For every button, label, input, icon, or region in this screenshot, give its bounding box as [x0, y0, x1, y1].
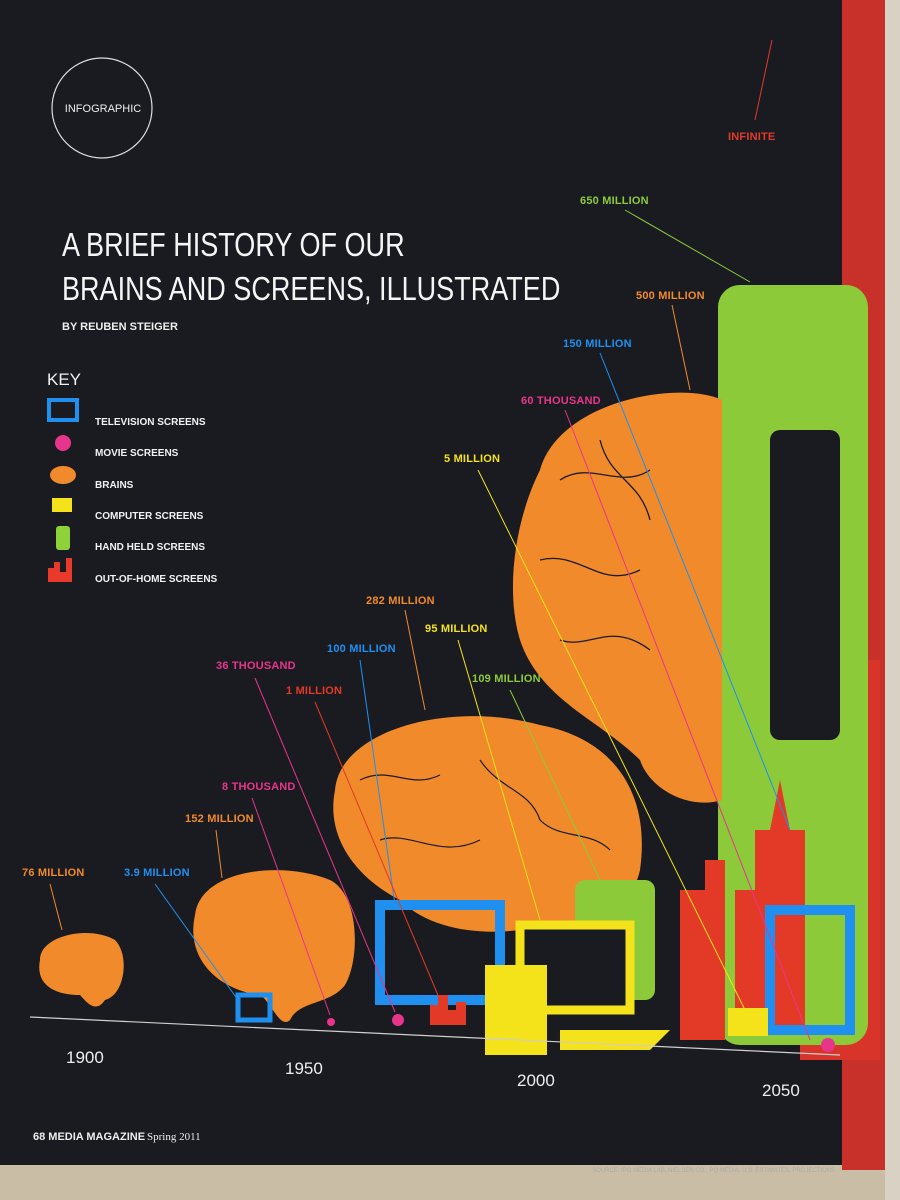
- value-label: 650 MILLION: [580, 195, 649, 207]
- brain-medium: [333, 716, 642, 932]
- byline: BY REUBEN STEIGER: [62, 321, 178, 333]
- value-label: 150 MILLION: [563, 338, 632, 350]
- baseline: [29, 1016, 841, 1056]
- value-label: 152 MILLION: [185, 813, 254, 825]
- key-item: HAND HELD SCREENS: [95, 542, 205, 553]
- key-title: KEY: [47, 370, 81, 389]
- title-line: A BRIEF HISTORY OF OUR: [62, 228, 405, 264]
- paper-edge: [0, 1165, 900, 1200]
- brain-tiny: [39, 932, 124, 1007]
- year-label: 2000: [517, 1071, 555, 1090]
- value-label: 500 MILLION: [636, 290, 705, 302]
- value-label: 282 MILLION: [366, 595, 435, 607]
- key-icon-brain: [50, 466, 76, 484]
- keyboard: [560, 1030, 670, 1050]
- brain-small: [193, 870, 355, 1023]
- building: [680, 860, 725, 1040]
- value-label: 8 THOUSAND: [222, 781, 296, 793]
- value-label: INFINITE: [728, 131, 775, 143]
- key-icon-tv: [47, 398, 79, 422]
- brain-folds: [539, 439, 651, 651]
- key-item: COMPUTER SCREENS: [95, 511, 204, 522]
- value-label: 1 MILLION: [286, 685, 342, 697]
- year-label: 1950: [285, 1059, 323, 1078]
- title-line: BRAINS AND SCREENS, ILLUSTRATED: [62, 272, 560, 308]
- value-label: 109 MILLION: [472, 673, 541, 685]
- value-label: 3.9 MILLION: [124, 867, 190, 879]
- year-label: 2050: [762, 1081, 800, 1100]
- leader-lines: [49, 39, 811, 1041]
- tv-screen: [765, 905, 855, 1035]
- brain-folds: [359, 759, 611, 851]
- value-label: 95 MILLION: [425, 623, 488, 635]
- section-gap: [70, 98, 136, 116]
- tv-small: [235, 992, 273, 1023]
- section-label: INFOGRAPHIC: [65, 103, 141, 115]
- computer-tower: [485, 965, 547, 1055]
- key-item: TELEVISION SCREENS: [95, 417, 206, 428]
- movie-small: [392, 1014, 404, 1026]
- footer-page: 68 MEDIA MAGAZINE: [33, 1131, 145, 1143]
- key-icon-ooh: [48, 558, 72, 582]
- next-page: [885, 0, 900, 1200]
- year-label: 1900: [66, 1048, 104, 1067]
- key-item: MOVIE SCREENS: [95, 448, 179, 459]
- computer-small: [728, 1008, 768, 1036]
- key-icon-computer: [52, 498, 72, 512]
- footer-source: SOURCE: IPG MEDIA LAB, NIELSEN CO., PQ M…: [592, 1168, 835, 1174]
- value-label: 100 MILLION: [327, 643, 396, 655]
- value-label: 60 THOUSAND: [521, 395, 601, 407]
- handheld-screen: [770, 430, 840, 740]
- section-circle: [51, 57, 153, 159]
- brain-large: [512, 392, 722, 803]
- key-icon-movie: [55, 435, 71, 451]
- value-label: 76 MILLION: [22, 867, 85, 879]
- movie-right: [821, 1038, 835, 1052]
- key-icon-handheld: [56, 526, 70, 550]
- key-item: BRAINS: [95, 480, 134, 491]
- value-label: 5 MILLION: [444, 453, 500, 465]
- value-label: 36 THOUSAND: [216, 660, 296, 672]
- ooh-small: [430, 995, 466, 1025]
- key-item: OUT-OF-HOME SCREENS: [95, 574, 218, 585]
- movie-tiny: [327, 1018, 335, 1026]
- footer-issue: Spring 2011: [147, 1131, 201, 1143]
